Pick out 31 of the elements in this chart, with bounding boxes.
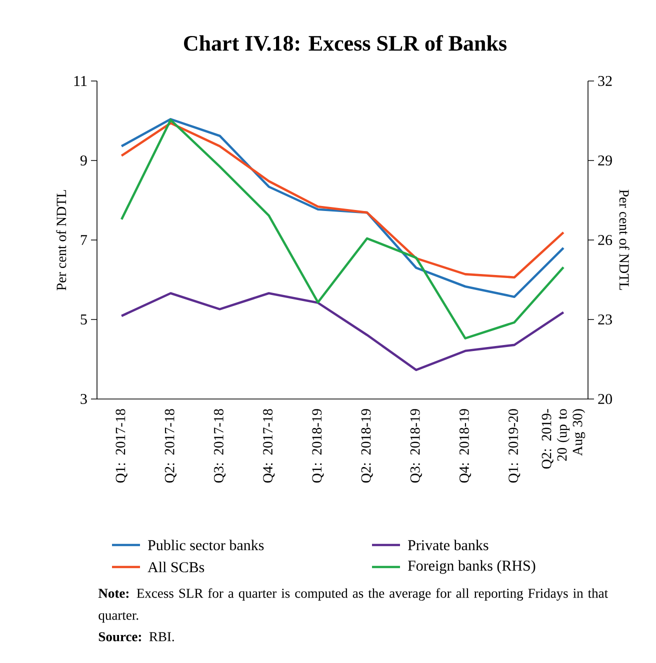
- y-tick-label: 5: [80, 314, 87, 324]
- text: Note: Excess SLR for a quarter is computed as the average for all reporting Fridays in that quarter.: [98, 588, 608, 623]
- legend-label: Foreign banks (RHS): [408, 560, 536, 574]
- y-tick-label: 9: [80, 155, 87, 166]
- legend-label: Private banks: [408, 540, 488, 550]
- y-tick-label: 11: [74, 76, 87, 86]
- y2-tick-label: 29: [598, 155, 612, 166]
- x-tick-label: Q4: 2018-19: [459, 409, 472, 483]
- text: Source: RBI.: [98, 632, 174, 642]
- y2-axis-title: Per cent of NDTL: [619, 190, 630, 290]
- x-tick-label: Q1: 2018-19: [312, 409, 324, 483]
- y2-tick-label: 32: [598, 76, 612, 86]
- line-series: [120, 118, 565, 340]
- x-tick-label: Q3: 2018-19: [410, 409, 422, 483]
- legend-label: Public sector banks: [148, 540, 264, 550]
- x-tick-label: Q2: 2017-18: [164, 409, 176, 483]
- x-tick-label: Q2: 2019-20 (up to Aug 30): [542, 409, 586, 469]
- chart-title: Chart IV.18: Excess SLR of Banks: [184, 35, 507, 51]
- x-tick-label: Q3: 2017-18: [214, 409, 226, 483]
- x-tick-label: Q4: 2017-18: [263, 409, 275, 483]
- y-tick-label: 7: [80, 235, 88, 245]
- x-tick-label: Q2: 2018-19: [361, 409, 373, 483]
- x-tick-label: Q1: 2019-20: [508, 409, 520, 483]
- line-series: [120, 292, 565, 372]
- x-tick-label: Q1: 2017-18: [116, 409, 128, 483]
- y2-tick-label: 23: [598, 314, 612, 325]
- legend-label: All SCBs: [148, 562, 204, 572]
- y2-tick-label: 20: [598, 394, 612, 404]
- y-tick-label: 3: [80, 394, 87, 404]
- y2-tick-label: 26: [598, 234, 612, 246]
- y-axis-title: Per cent of NDTL: [56, 190, 66, 290]
